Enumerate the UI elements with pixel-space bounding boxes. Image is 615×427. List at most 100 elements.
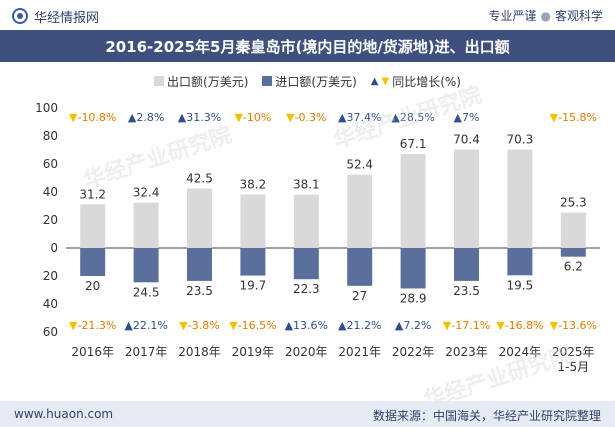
import-growth-label: ▼-3.8% <box>179 319 219 332</box>
import-value-label: 20 <box>85 279 100 293</box>
export-bar <box>240 194 266 248</box>
logo-icon <box>12 8 28 24</box>
legend: 出口额(万美元) 进口额(万美元) ▲ ▼ 同比增长(%) <box>0 72 615 90</box>
import-growth-label: ▼-16.8% <box>496 319 543 332</box>
import-value-label: 23.5 <box>453 284 480 298</box>
separator-dot-icon: ● <box>540 9 551 23</box>
x-tick-label: 2019年 <box>232 345 275 359</box>
y-tick-label: 60 <box>43 325 58 339</box>
export-growth-label: ▲37.4% <box>338 111 381 124</box>
import-bar <box>507 248 533 276</box>
import-bar <box>187 248 212 281</box>
import-growth-label: ▼-17.1% <box>443 319 490 332</box>
export-bar <box>454 149 479 248</box>
import-growth-label: ▼-21.3% <box>69 319 116 332</box>
import-value-label: 28.9 <box>400 291 427 305</box>
export-value-label: 70.4 <box>453 132 480 146</box>
y-tick-label: 100 <box>35 101 58 115</box>
y-tick-label: 80 <box>43 129 58 143</box>
y-tick-label: 20 <box>43 213 58 227</box>
import-value-label: 27 <box>352 289 367 303</box>
y-tick-label: 40 <box>43 297 58 311</box>
export-bar <box>293 194 319 248</box>
export-value-label: 32.4 <box>133 186 160 200</box>
export-growth-label: ▼-10.8% <box>69 111 116 124</box>
export-value-label: 38.1 <box>293 178 320 192</box>
export-bar <box>347 174 373 248</box>
chart-title-bar: 2016-2025年5月秦皇岛市(境内目的地/货源地)进、出口额 <box>0 30 615 62</box>
tagline-right: 客观科学 <box>554 9 603 23</box>
export-bar <box>507 149 533 248</box>
import-bar <box>133 248 159 283</box>
export-bar <box>560 212 586 248</box>
y-tick-label: 20 <box>43 269 58 283</box>
export-value-label: 31.2 <box>79 187 106 201</box>
legend-import: 进口额(万美元) <box>262 73 357 90</box>
import-bar <box>454 248 479 281</box>
export-growth-label: ▲2.8% <box>128 111 164 124</box>
export-growth-label: ▼-0.3% <box>286 111 326 124</box>
legend-import-label: 进口额(万美元) <box>275 74 357 89</box>
export-value-label: 25.3 <box>560 196 587 210</box>
chart-title: 2016-2025年5月秦皇岛市(境内目的地/货源地)进、出口额 <box>105 37 510 56</box>
triangle-up-icon: ▲ <box>370 75 379 87</box>
chart-plot: 100 80 60 40 20 0 20 40 60 31.2 20 ▼-10.8% ▼-21.3% 20… <box>35 101 600 374</box>
footer: www.huaon.com 数据来源：中国海关，华经产业研究院整理 <box>0 401 615 427</box>
import-growth-label: ▼-16.5% <box>229 319 276 332</box>
tagline-left: 专业严谨 <box>488 9 537 23</box>
export-growth-label: ▼-10% <box>234 111 271 124</box>
x-tick-label: 2018年 <box>178 345 221 359</box>
export-value-label: 67.1 <box>400 137 427 151</box>
x-tick-label: 2021年 <box>338 345 381 359</box>
export-growth-label: ▲31.3% <box>178 111 221 124</box>
export-growth-label: ▲7% <box>454 111 480 124</box>
legend-export-label: 出口额(万美元) <box>167 74 249 89</box>
import-growth-label: ▲21.2% <box>338 319 381 332</box>
footer-site: www.huaon.com <box>14 407 114 421</box>
export-bar <box>133 202 159 248</box>
import-growth-label: ▲13.6% <box>285 319 328 332</box>
x-tick-label: 2025年 <box>552 345 595 359</box>
y-tick-label: 40 <box>43 185 58 199</box>
import-growth-label: ▲7.2% <box>395 319 431 332</box>
x-tick-label: 2020年 <box>285 345 328 359</box>
import-bar <box>560 248 586 257</box>
import-value-label: 23.5 <box>186 284 213 298</box>
export-value-label: 70.3 <box>507 133 534 147</box>
export-bar <box>187 188 212 248</box>
brand-name: 华经情报网 <box>34 10 100 26</box>
import-value-label: 19.7 <box>240 279 267 293</box>
legend-growth-label: 同比增长(%) <box>392 74 461 89</box>
export-growth-label: ▲28.5% <box>391 111 434 124</box>
legend-import-swatch <box>262 76 273 86</box>
import-growth-label: ▲22.1% <box>124 319 167 332</box>
import-bar <box>347 248 373 286</box>
export-value-label: 38.2 <box>240 178 267 192</box>
footer-source: 数据来源：中国海关，华经产业研究院整理 <box>372 409 601 423</box>
import-value-label: 19.5 <box>507 278 534 292</box>
export-growth-label: ▼-15.8% <box>550 111 597 124</box>
export-value-label: 42.5 <box>186 172 213 186</box>
import-bar <box>400 248 426 289</box>
x-tick-label: 2017年 <box>125 345 168 359</box>
x-tick-label: 2023年 <box>445 345 488 359</box>
import-bar <box>240 248 266 276</box>
y-tick-label: 0 <box>50 241 58 255</box>
export-value-label: 52.4 <box>346 158 373 172</box>
import-growth-label: ▼-13.6% <box>550 319 597 332</box>
brand: 华经情报网 <box>12 6 99 26</box>
export-bar <box>80 204 106 248</box>
triangle-down-icon: ▼ <box>381 75 390 87</box>
import-value-label: 6.2 <box>564 260 583 274</box>
tagline: 专业严谨 ● 客观科学 <box>488 7 603 24</box>
legend-export-swatch <box>154 76 165 86</box>
y-tick-label: 60 <box>43 157 58 171</box>
x-tick-label: 1-5月 <box>557 360 589 374</box>
x-tick-label: 2024年 <box>499 345 542 359</box>
x-tick-label: 2022年 <box>392 345 435 359</box>
import-bar <box>293 248 319 280</box>
import-value-label: 22.3 <box>293 282 320 296</box>
legend-growth: ▲ ▼ 同比增长(%) <box>371 73 461 90</box>
x-tick-label: 2016年 <box>71 345 114 359</box>
import-bar <box>80 248 106 276</box>
